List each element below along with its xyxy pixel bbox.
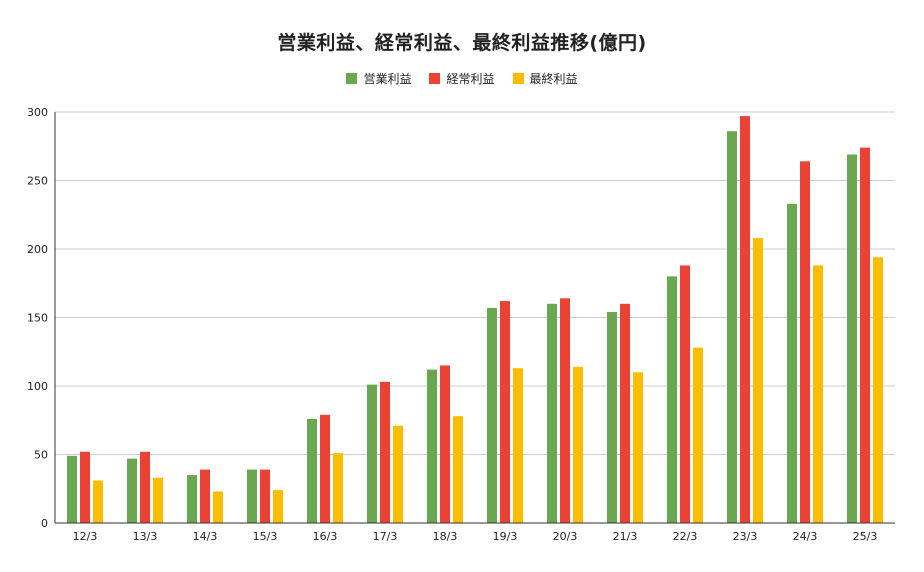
y-tick-label: 50 (34, 449, 48, 462)
bar-ordinary-15-3 (260, 469, 270, 523)
bar-net-12-3 (93, 480, 103, 523)
bar-operating-23-3 (727, 131, 737, 523)
x-tick-label: 16/3 (313, 530, 338, 543)
bar-ordinary-14-3 (200, 469, 210, 523)
x-tick-label: 15/3 (253, 530, 278, 543)
legend-swatch-net (512, 73, 524, 84)
bar-ordinary-24-3 (800, 161, 810, 523)
bar-operating-18-3 (427, 369, 437, 523)
bar-operating-15-3 (247, 469, 257, 523)
legend: 営業利益 経常利益 最終利益 (0, 70, 924, 87)
bar-ordinary-13-3 (140, 451, 150, 523)
legend-swatch-ordinary (429, 73, 441, 84)
y-tick-label: 250 (27, 175, 48, 188)
legend-label-operating: 営業利益 (363, 72, 412, 86)
bar-ordinary-19-3 (500, 301, 510, 523)
bar-net-18-3 (453, 416, 463, 523)
x-tick-label: 20/3 (553, 530, 578, 543)
bar-ordinary-12-3 (80, 451, 90, 523)
bar-ordinary-22-3 (680, 265, 690, 523)
bar-net-16-3 (333, 453, 343, 523)
x-tick-label: 21/3 (613, 530, 638, 543)
bar-net-15-3 (273, 490, 283, 523)
bar-net-20-3 (573, 366, 583, 523)
x-tick-label: 19/3 (493, 530, 518, 543)
x-tick-label: 14/3 (193, 530, 218, 543)
legend-swatch-operating (346, 73, 358, 84)
y-tick-label: 200 (27, 243, 48, 256)
bar-net-25-3 (873, 257, 883, 523)
bar-ordinary-16-3 (320, 414, 330, 523)
bar-ordinary-17-3 (380, 381, 390, 523)
chart-title: 営業利益、経常利益、最終利益推移(億円) (277, 32, 647, 54)
legend-label-net: 最終利益 (529, 72, 578, 86)
bar-operating-14-3 (187, 475, 197, 523)
bar-net-21-3 (633, 372, 643, 523)
bar-operating-19-3 (487, 307, 497, 523)
legend-item-net: 最終利益 (512, 70, 578, 87)
bar-net-17-3 (393, 425, 403, 523)
bar-operating-20-3 (547, 303, 557, 523)
y-tick-label: 100 (27, 380, 48, 393)
bar-ordinary-20-3 (560, 298, 570, 523)
bar-ordinary-18-3 (440, 365, 450, 523)
y-tick-label: 300 (27, 106, 48, 119)
x-tick-label: 18/3 (433, 530, 458, 543)
x-tick-label: 12/3 (73, 530, 98, 543)
bar-net-19-3 (513, 368, 523, 523)
legend-label-ordinary: 経常利益 (446, 72, 495, 86)
bar-operating-12-3 (67, 455, 77, 523)
bar-net-23-3 (753, 238, 763, 524)
bar-operating-25-3 (847, 154, 857, 523)
bar-net-13-3 (153, 477, 163, 523)
x-tick-label: 24/3 (793, 530, 818, 543)
x-tick-label: 23/3 (733, 530, 758, 543)
bar-operating-21-3 (607, 312, 617, 523)
bar-operating-17-3 (367, 384, 377, 523)
bar-operating-22-3 (667, 276, 677, 523)
x-tick-label: 22/3 (673, 530, 698, 543)
bar-net-22-3 (693, 347, 703, 523)
x-tick-label: 13/3 (133, 530, 158, 543)
bar-ordinary-25-3 (860, 147, 870, 523)
bar-ordinary-23-3 (740, 116, 750, 524)
legend-item-operating: 営業利益 (346, 70, 411, 87)
x-tick-label: 17/3 (373, 530, 398, 543)
y-tick-label: 150 (27, 312, 48, 325)
x-tick-label: 25/3 (853, 530, 878, 543)
legend-item-ordinary: 経常利益 (429, 70, 495, 87)
bar-operating-24-3 (787, 203, 797, 524)
bar-net-24-3 (813, 265, 823, 523)
bar-net-14-3 (213, 491, 223, 523)
y-tick-label: 0 (41, 517, 48, 530)
bar-operating-13-3 (127, 458, 137, 523)
bar-ordinary-21-3 (620, 303, 630, 523)
bar-operating-16-3 (307, 418, 317, 523)
